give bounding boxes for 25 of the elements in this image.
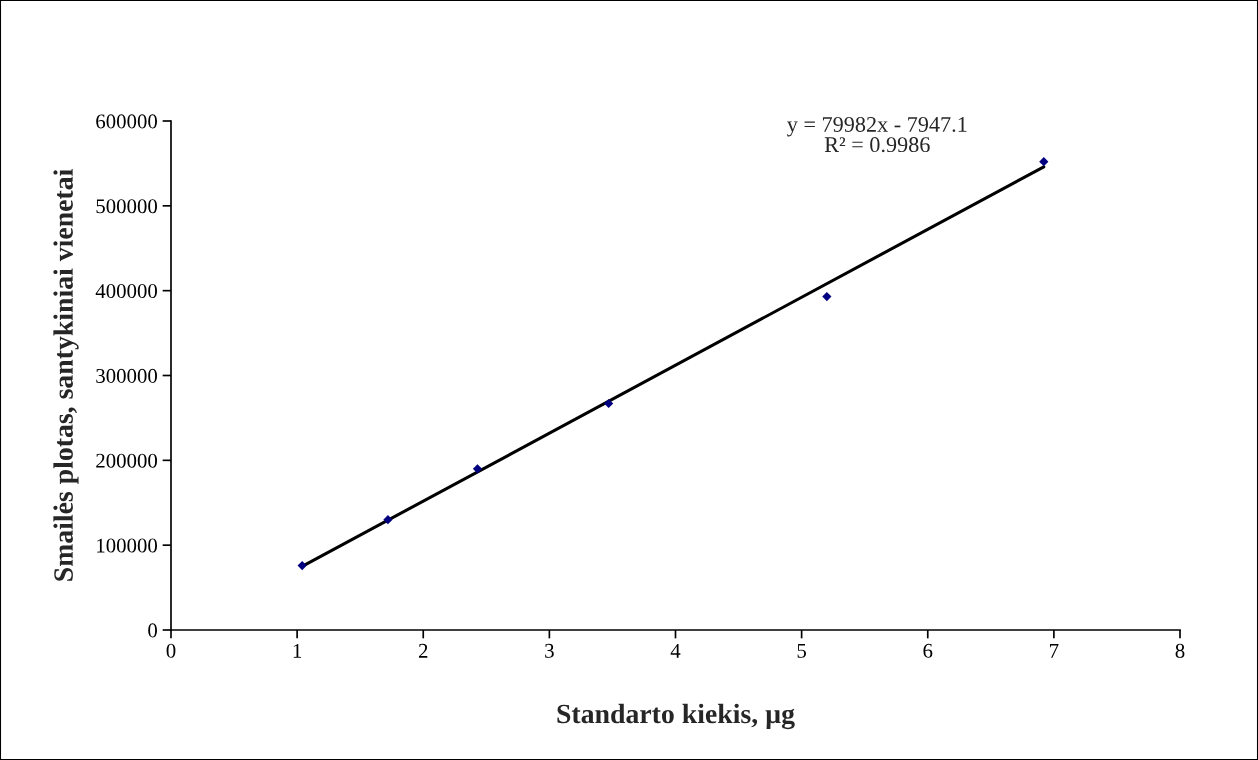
x-axis-title: Standarto kiekis, µg [557, 703, 795, 730]
x-tick-label: 3 [545, 643, 554, 658]
x-tick-label: 1 [293, 643, 302, 658]
x-tick-label: 7 [1050, 644, 1059, 658]
x-tick-label: 6 [923, 643, 933, 658]
y-tick-label: 200000 [96, 453, 158, 468]
y-tick-label: 100000 [97, 538, 158, 553]
x-tick-label: 4 [670, 643, 681, 658]
point [822, 292, 832, 302]
point [383, 515, 393, 525]
annotation: y = 79982x - 7947.1 R² = 0.9986 [787, 116, 967, 153]
point [472, 464, 483, 474]
x-tick-label: 2 [418, 643, 428, 658]
x-tick-label: 8 [1175, 643, 1185, 658]
y-tick-label: 600000 [96, 114, 158, 129]
y-axis-title: Smailės plotas, santykiniai vienetai [53, 169, 79, 581]
y-tick-label: 500000 [96, 199, 158, 214]
y-tick-label: 400000 [95, 284, 158, 299]
y-tick-label: 0 [148, 623, 158, 638]
point [1039, 157, 1049, 167]
x-tick-label: 5 [797, 644, 807, 658]
y-tick-label: 300000 [96, 368, 158, 383]
x-tick-label: 0 [166, 643, 176, 658]
point [297, 560, 307, 571]
point [604, 398, 614, 409]
